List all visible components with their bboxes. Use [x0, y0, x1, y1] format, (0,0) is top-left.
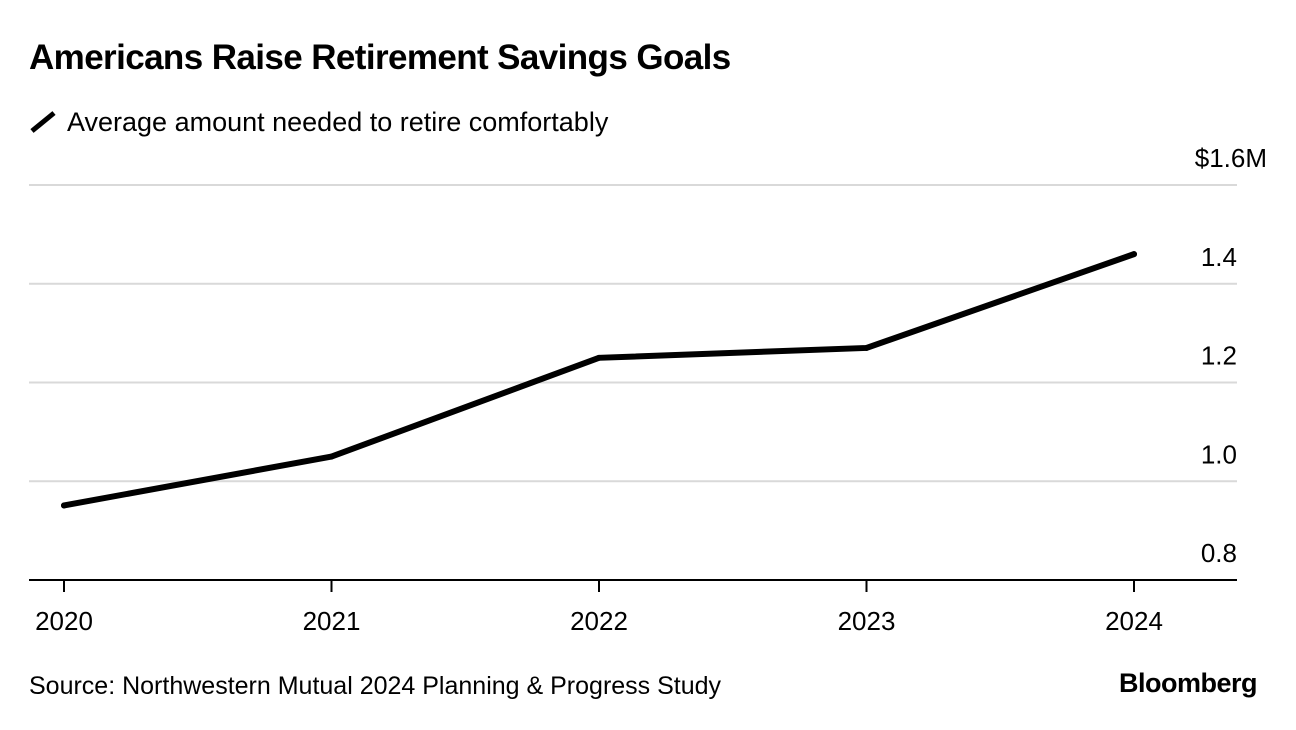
- legend-line-icon: [30, 111, 56, 133]
- x-tick-labels: 2020 2021 2022 2023 2024: [35, 606, 1163, 636]
- data-point-2021: [328, 453, 335, 460]
- chart-legend: Average amount needed to retire comforta…: [29, 104, 608, 140]
- x-tick-label: 2020: [35, 606, 93, 636]
- chart-title: Americans Raise Retirement Savings Goals: [29, 38, 731, 77]
- y-tick-label: 1.4: [1201, 242, 1237, 272]
- bloomberg-logo: Bloomberg: [1118, 668, 1258, 698]
- data-points: [61, 251, 1137, 509]
- y-tick-label: 1.2: [1201, 341, 1237, 371]
- x-tick-label: 2023: [838, 606, 896, 636]
- x-tick-label: 2021: [303, 606, 361, 636]
- legend-label: Average amount needed to retire comforta…: [67, 106, 609, 137]
- series-line-0: [61, 251, 1137, 509]
- x-tick-label: 2022: [570, 606, 628, 636]
- data-point-2020: [61, 502, 67, 509]
- data-point-2024: [1131, 251, 1137, 258]
- y-tick-labels: $1.6M 1.4 1.2 1.0 0.8: [1195, 143, 1267, 568]
- source-note: Source: Northwestern Mutual 2024 Plannin…: [29, 672, 722, 700]
- series-lines: [61, 251, 1137, 509]
- data-point-2022: [596, 354, 602, 361]
- x-tick-label: 2024: [1105, 606, 1163, 636]
- data-point-2023: [863, 344, 870, 351]
- y-tick-label: $1.6M: [1195, 143, 1267, 173]
- y-tick-label: 1.0: [1201, 439, 1237, 469]
- gridlines: [29, 184, 1237, 483]
- y-tick-label: 0.8: [1201, 538, 1237, 568]
- x-axis: [29, 579, 1237, 592]
